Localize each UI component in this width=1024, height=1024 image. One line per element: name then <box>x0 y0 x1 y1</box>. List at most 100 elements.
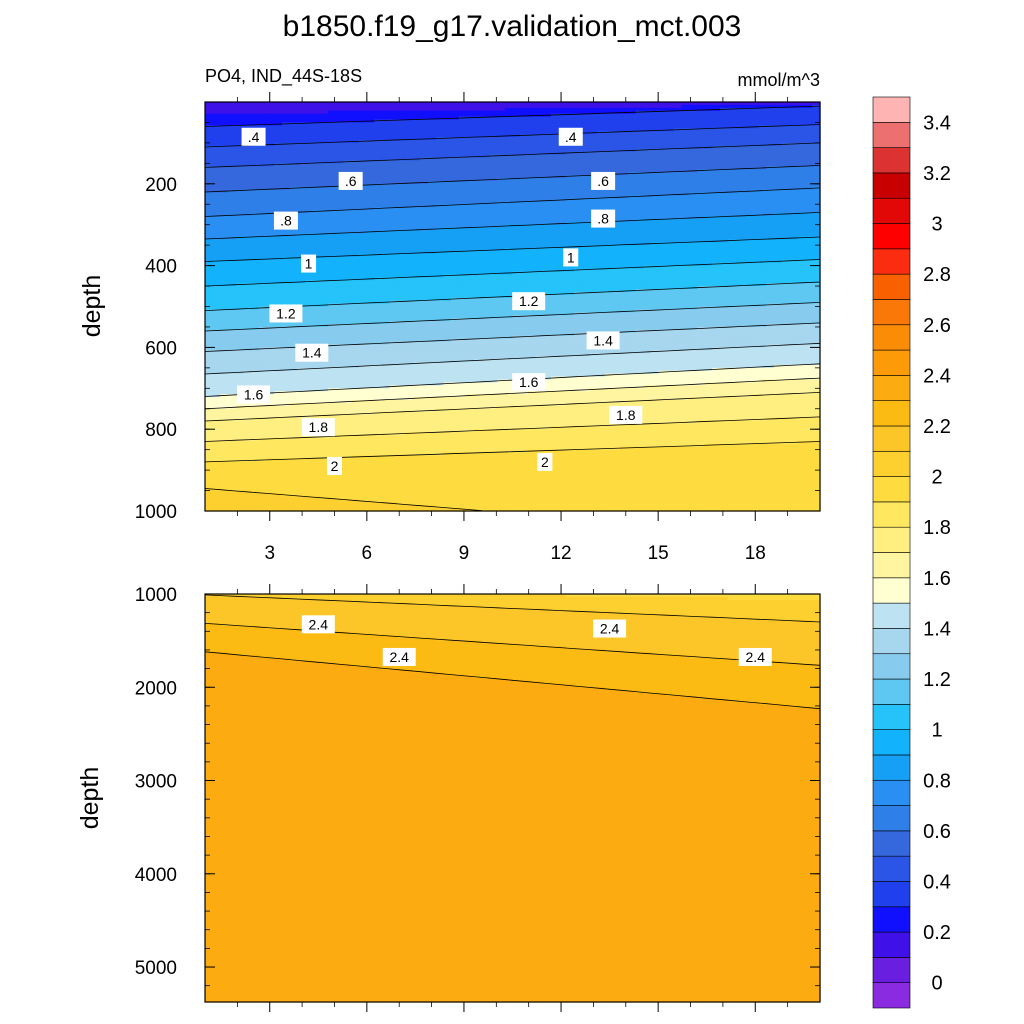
contour-fill-cell <box>512 180 521 185</box>
contour-fill-cell <box>474 122 483 126</box>
contour-fill-cell <box>681 139 690 144</box>
contour-fill-cell <box>335 113 344 118</box>
contour-fill-cell <box>543 119 552 124</box>
contour-fill-cell <box>512 145 521 150</box>
contour-fill-cell <box>766 163 775 167</box>
contour-fill-cell <box>243 218 252 223</box>
contour-fill-cell <box>489 215 498 220</box>
contour-fill-cell <box>235 160 245 164</box>
contour-fill-cell <box>750 201 760 205</box>
contour-fill-cell <box>643 102 652 106</box>
contour-fill-cell <box>773 169 783 173</box>
contour-fill-cell <box>228 224 237 229</box>
contour-fill-cell <box>351 160 360 164</box>
contour-fill-cell <box>481 172 491 176</box>
contour-fill-cell <box>489 198 498 202</box>
contour-fill-cell <box>497 204 506 208</box>
contour-fill-cell <box>251 180 260 185</box>
contour-fill-cell <box>635 160 644 164</box>
contour-fill-cell <box>720 142 729 147</box>
contour-fill-cell <box>635 198 644 202</box>
contour-fill-cell <box>597 163 606 167</box>
contour-fill-cell <box>581 210 590 214</box>
contour-fill-cell <box>643 169 652 173</box>
contour-fill-cell <box>504 116 514 121</box>
contour-fill-cell <box>650 137 660 141</box>
contour-fill-cell <box>297 163 306 167</box>
contour-fill-cell <box>812 104 821 109</box>
contour-fill-cell <box>474 142 483 147</box>
contour-fill-cell <box>650 172 660 176</box>
contour-fill-cell <box>527 230 537 235</box>
contour-fill-cell <box>497 102 506 106</box>
contour-fill-cell <box>604 110 614 115</box>
contour-fill-cell <box>604 166 614 170</box>
contour-fill-cell <box>397 224 406 229</box>
contour-fill-cell <box>581 169 590 173</box>
contour-fill-cell <box>727 107 737 112</box>
contour-fill-cell <box>412 160 421 164</box>
contour-fill-cell <box>758 218 767 223</box>
contour-fill-cell <box>235 128 245 132</box>
contour-fill-cell <box>697 151 706 156</box>
contour-fill-cell <box>466 169 475 173</box>
contour-fill-cell <box>750 230 760 235</box>
contour-fill-cell <box>320 210 329 214</box>
contour-fill-cell <box>604 128 614 132</box>
contour-fill-cell <box>773 183 783 188</box>
contour-fill-cell <box>374 180 383 185</box>
contour-fill-cell <box>474 104 483 109</box>
contour-fill-cell <box>458 180 467 185</box>
contour-fill-cell <box>574 218 583 223</box>
contour-fill-cell <box>666 201 675 205</box>
contour-fill-cell <box>466 145 475 150</box>
contour-fill-cell <box>374 139 383 144</box>
contour-fill-cell <box>712 213 721 217</box>
contour-fill-cell <box>274 151 283 156</box>
contour-fill-cell <box>289 207 298 211</box>
contour-fill-cell <box>235 113 245 118</box>
contour-fill-cell <box>812 183 821 188</box>
contour-fill-cell <box>489 139 498 144</box>
contour-fill-cell <box>712 177 721 182</box>
contour-fill-cell <box>766 204 775 208</box>
contour-fill-cell <box>397 186 406 191</box>
contour-fill-cell <box>812 128 821 132</box>
contour-fill-cell <box>458 116 467 121</box>
contour-fill-cell <box>366 139 375 144</box>
contour-fill-cell <box>474 110 483 115</box>
contour-fill-cell <box>274 139 283 144</box>
contour-fill-cell <box>620 122 629 126</box>
contour-fill-cell <box>689 201 698 205</box>
contour-fill-cell <box>381 204 391 208</box>
contour-fill-cell <box>235 151 245 156</box>
contour-fill-cell <box>312 145 321 150</box>
contour-fill-cell <box>789 218 798 223</box>
contour-fill-cell <box>281 166 291 170</box>
contour-fill-cell <box>773 113 783 118</box>
contour-fill-cell <box>758 104 767 109</box>
contour-fill-cell <box>312 113 321 118</box>
contour-fill-cell <box>589 145 598 150</box>
contour-fill-cell <box>281 204 291 208</box>
contour-fill-cell <box>597 154 606 159</box>
contour-fill-cell <box>597 148 606 153</box>
contour-fill-cell <box>574 221 583 226</box>
contour-fill-cell <box>527 122 537 126</box>
contour-fill-cell <box>220 157 229 162</box>
contour-fill-cell <box>266 224 275 229</box>
contour-fill-cell <box>735 142 744 147</box>
contour-fill-cell <box>796 139 806 144</box>
contour-fill-cell <box>474 210 483 214</box>
contour-fill-cell <box>258 166 268 170</box>
contour-fill-cell <box>374 142 383 147</box>
contour-fill-cell <box>643 163 652 167</box>
contour-fill-cell <box>389 151 398 156</box>
contour-fill-cell <box>212 204 221 208</box>
contour-fill-cell <box>773 110 783 115</box>
contour-fill-cell <box>335 137 344 141</box>
contour-fill-cell <box>727 148 737 153</box>
contour-fill-cell <box>543 122 552 126</box>
contour-fill-cell <box>735 107 744 112</box>
contour-fill-cell <box>612 142 621 147</box>
